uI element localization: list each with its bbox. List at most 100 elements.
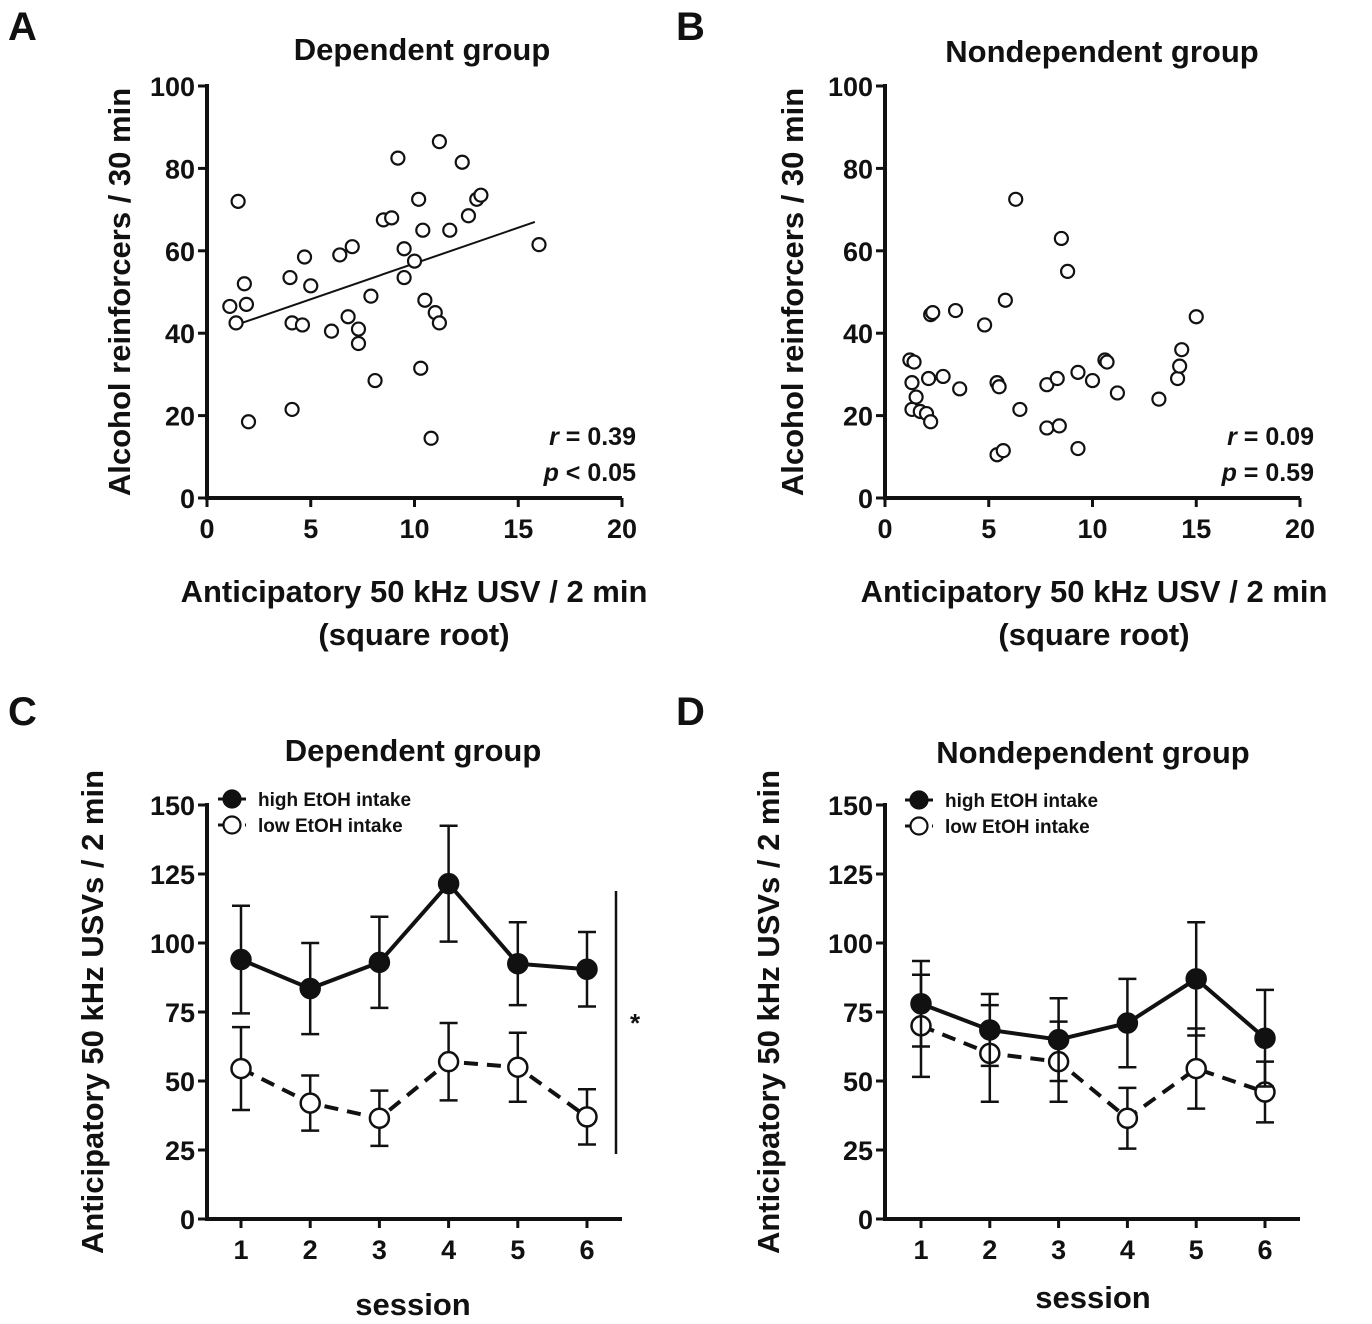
scatter-point [222, 298, 238, 315]
series-point [230, 1057, 252, 1080]
scatter-point [1084, 372, 1101, 389]
scatter-point [323, 323, 340, 339]
panel-letter: C [8, 690, 37, 734]
chart-title: Nondependent group [936, 735, 1249, 770]
p-value: = 0.59 [1237, 459, 1314, 487]
y-tick-label: 25 [165, 1136, 195, 1166]
x-tick-label: 0 [199, 514, 214, 544]
scatter-point [284, 401, 300, 418]
scatter-point [350, 321, 367, 337]
scatter-point [431, 315, 447, 331]
scatter-point [411, 191, 427, 207]
scatter-point [415, 222, 431, 238]
panel-letter: D [676, 690, 705, 734]
scatter-point [1049, 370, 1065, 387]
y-tick-label: 150 [150, 791, 195, 821]
x-axis-label: session [355, 1287, 470, 1322]
series-point [1185, 968, 1207, 990]
scatter-point [396, 241, 412, 257]
scatter-point [1099, 354, 1115, 370]
series-point [1254, 1027, 1276, 1049]
x-tick-label: 5 [510, 1235, 525, 1265]
scatter-point [995, 443, 1011, 459]
y-axis-label: Anticipatory 50 kHz USVs / 2 min [751, 770, 786, 1254]
scatter-point [1051, 418, 1067, 434]
scatter-point [238, 296, 255, 312]
r-value: = 0.39 [559, 423, 636, 451]
p-stat: p = 0.59 [1221, 459, 1314, 487]
series-point [368, 1107, 391, 1130]
p-value: < 0.05 [559, 459, 636, 487]
y-tick-label: 40 [843, 319, 873, 349]
y-tick-label: 150 [828, 791, 873, 821]
scatter-point [367, 372, 383, 389]
scatter-point [406, 253, 423, 269]
scatter-point [976, 317, 993, 333]
y-tick-label: 20 [843, 402, 873, 432]
y-tick-label: 100 [150, 72, 195, 102]
scatter-point [473, 187, 489, 203]
scatter-point [332, 247, 348, 263]
x-tick-label: 4 [441, 1235, 456, 1265]
scatter-point [952, 381, 968, 397]
x-tick-label: 15 [1181, 514, 1211, 544]
scatter-point [947, 302, 964, 319]
scatter-point [1188, 309, 1204, 325]
scatter-point [240, 414, 257, 430]
p-symbol: p [1221, 459, 1237, 487]
scatter-point [384, 210, 400, 226]
series-point [437, 1050, 460, 1073]
x-axis-label-sub: (square root) [998, 617, 1189, 652]
x-tick-label: 4 [1120, 1235, 1135, 1265]
y-tick-label: 0 [180, 484, 195, 514]
y-tick-label: 100 [150, 929, 195, 959]
x-tick-label: 6 [579, 1235, 594, 1265]
legend-marker [222, 789, 242, 809]
y-tick-label: 125 [828, 860, 873, 890]
x-tick-label: 5 [1189, 1235, 1204, 1265]
series-point [979, 1019, 1001, 1041]
x-tick-label: 6 [1257, 1235, 1272, 1265]
legend-marker [909, 790, 929, 810]
r-stat: r = 0.09 [1227, 423, 1314, 451]
scatter-point [228, 315, 244, 331]
x-tick-label: 0 [877, 514, 892, 544]
legend-label: high EtOH intake [945, 791, 1098, 812]
y-tick-label: 20 [165, 402, 195, 432]
x-axis-label-sub: (square root) [318, 617, 509, 652]
scatter-point [431, 134, 447, 150]
x-tick-label: 20 [607, 514, 637, 544]
y-tick-label: 125 [150, 860, 195, 890]
y-tick-label: 100 [828, 72, 873, 102]
scatter-point [344, 239, 360, 255]
y-tick-label: 60 [165, 237, 195, 267]
series-point [1116, 1012, 1139, 1034]
x-tick-label: 2 [982, 1235, 997, 1265]
y-tick-label: 25 [843, 1136, 873, 1166]
series-point [299, 977, 321, 1000]
y-tick-label: 100 [828, 929, 873, 959]
x-tick-label: 10 [1077, 514, 1107, 544]
series-point [507, 1056, 529, 1078]
x-tick-label: 1 [913, 1235, 928, 1265]
x-axis-label: Anticipatory 50 kHz USV / 2 min [181, 574, 648, 609]
scatter-point [417, 292, 433, 308]
scatter-point [920, 370, 937, 387]
chart-title: Nondependent group [945, 34, 1258, 69]
scatter-point [925, 305, 941, 321]
r-symbol: r [549, 423, 560, 451]
scatter-point [363, 288, 379, 304]
series-line [920, 1023, 1266, 1121]
scatter-point [423, 430, 439, 446]
r-stat: r = 0.39 [549, 423, 636, 451]
scatter-point [904, 375, 920, 391]
scatter-point [1172, 358, 1188, 374]
x-axis-label: session [1035, 1280, 1150, 1315]
scatter-point [1012, 401, 1028, 418]
series-point [437, 872, 460, 895]
scatter-point [1008, 191, 1024, 207]
